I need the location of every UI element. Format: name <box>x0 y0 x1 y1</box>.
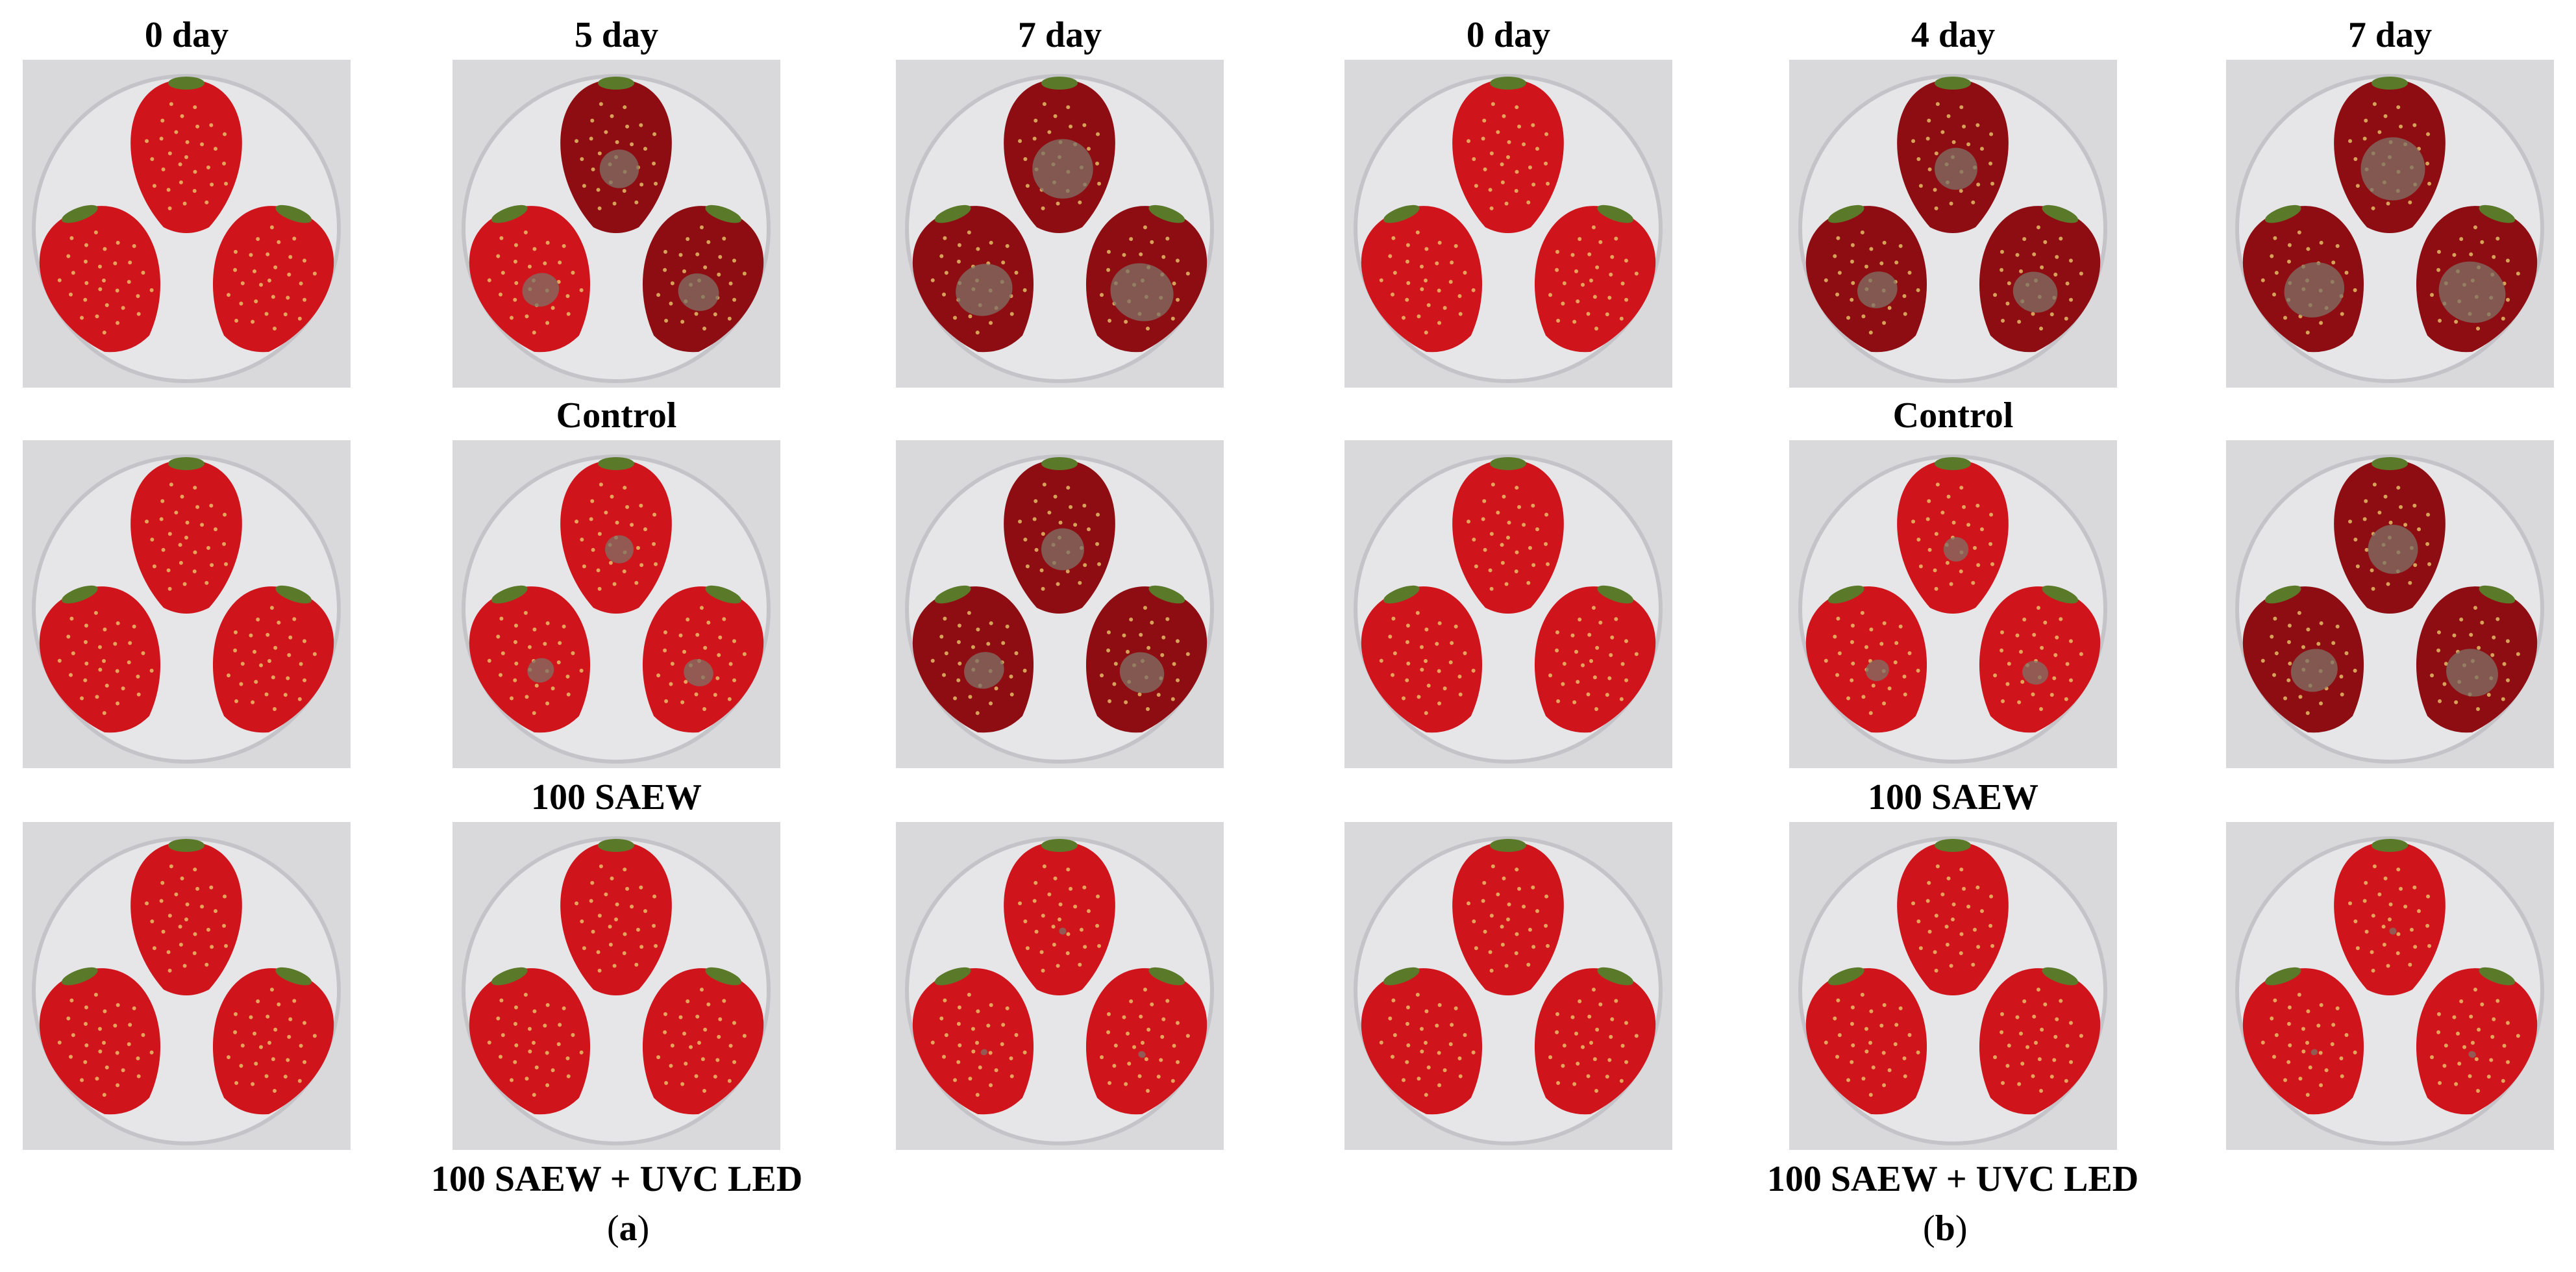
panel-a-row-label-saew-uvc: 100 SAEW + UVC LED <box>430 1159 803 1199</box>
panel-b-caption: (b) <box>1923 1208 1968 1249</box>
photo-panel-b-row-2-col-3 <box>2226 440 2554 768</box>
panel-a-row-label-100-saew: 100 SAEW <box>531 777 702 817</box>
photo-panel-b-row-1-col-3 <box>2226 60 2554 388</box>
photo-panel-b-row-3-col-1 <box>1344 822 1672 1150</box>
photo-panel-a-row-2-col-3 <box>896 440 1224 768</box>
panel-a-caption: (a) <box>607 1208 650 1249</box>
panel-b-letter: b <box>1935 1208 1955 1249</box>
photo-panel-a-row-2-col-1 <box>23 440 351 768</box>
photo-panel-a-row-2-col-2 <box>452 440 780 768</box>
photo-panel-b-row-3-col-2 <box>1789 822 2117 1150</box>
photo-panel-a-row-3-col-2 <box>452 822 780 1150</box>
panel-b-day-header-3: 7 day <box>2347 15 2433 55</box>
panel-b-day-header-1: 0 day <box>1466 15 1551 55</box>
panel-b-row-label-saew-uvc: 100 SAEW + UVC LED <box>1766 1159 2139 1199</box>
photo-panel-b-row-3-col-3 <box>2226 822 2554 1150</box>
panel-b-row-label-control: Control <box>1892 395 2014 436</box>
photo-panel-a-row-1-col-3 <box>896 60 1224 388</box>
photo-panel-a-row-3-col-3 <box>896 822 1224 1150</box>
panel-a-day-header-2: 5 day <box>574 15 659 55</box>
photo-panel-b-row-2-col-2 <box>1789 440 2117 768</box>
panel-a-letter: a <box>619 1208 638 1249</box>
panel-a-day-header-3: 7 day <box>1017 15 1102 55</box>
photo-panel-b-row-2-col-1 <box>1344 440 1672 768</box>
panel-b-day-header-2: 4 day <box>1911 15 1996 55</box>
photo-panel-a-row-3-col-1 <box>23 822 351 1150</box>
panel-a-row-label-control: Control <box>556 395 677 436</box>
photo-panel-b-row-1-col-2 <box>1789 60 2117 388</box>
panel-b-row-label-100-saew: 100 SAEW <box>1868 777 2038 817</box>
photo-panel-a-row-1-col-2 <box>452 60 780 388</box>
photo-panel-b-row-1-col-1 <box>1344 60 1672 388</box>
photo-panel-a-row-1-col-1 <box>23 60 351 388</box>
panel-a-day-header-1: 0 day <box>144 15 229 55</box>
